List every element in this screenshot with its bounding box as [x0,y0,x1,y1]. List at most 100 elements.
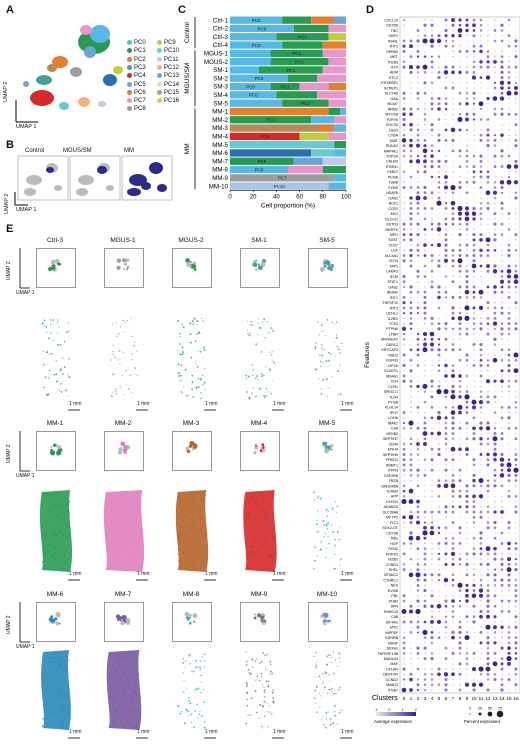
dot [473,338,475,340]
dot [436,389,442,395]
tissue-cell [340,709,343,712]
tissue-cell [326,692,329,695]
dot [409,138,413,143]
dot [410,626,412,628]
tissue-cell [193,564,195,566]
tissue-cell [42,717,44,720]
dot [485,624,491,630]
feature-label: KLHL14 [385,406,398,410]
dot [430,280,434,283]
dot [417,490,419,492]
dot [480,338,482,340]
expr-tick: 2 [415,708,417,712]
tissue-cell [263,518,265,521]
dot [423,311,427,315]
tissue-cell [252,374,254,377]
tissue-cell [326,515,328,518]
umap-point [55,444,58,446]
dot [472,154,476,158]
dot [472,60,476,64]
tissue-cell [254,690,257,693]
tissue-cell [195,666,198,669]
feature-label: ITPR3 [388,469,398,473]
dot [458,102,462,106]
dot [479,395,483,399]
bar-segment [288,165,323,174]
feature-label: IFIT3 [390,306,398,310]
feature-label: CXCR4 [386,500,398,504]
tissue-cell [65,509,68,512]
tissue-cell [272,689,275,691]
umap-point [193,267,197,271]
tissue-cell [62,518,65,520]
dot [493,625,497,630]
dot [486,552,490,556]
dot [508,239,510,241]
dot [493,343,497,346]
tissue-cell [317,510,319,512]
tissue-cell [53,679,56,681]
dot [459,611,461,612]
dot [507,228,511,231]
dot [507,243,511,247]
dot [410,527,412,529]
tissue-cell [184,535,186,537]
dot [403,663,405,665]
dot [507,646,511,650]
dot [451,474,455,477]
tissue-cell [191,516,194,519]
umap-point [323,264,327,268]
tissue-cell [185,567,187,569]
tissue-cell [180,374,182,377]
dot [452,176,454,178]
dot [472,296,476,299]
dot [459,579,461,581]
dot [514,641,518,645]
tissue-cell [116,716,118,719]
dot [500,322,504,325]
dot [501,239,503,241]
umap-point [123,262,127,266]
dot [499,457,505,462]
tissue-cell [135,527,137,529]
dot [514,379,518,383]
tissue-cell [314,689,317,692]
dot [513,352,519,358]
dot [494,92,496,94]
dot [403,590,405,591]
feature-label: IFI35 [390,275,398,279]
tissue-cell [115,659,117,661]
feature-label: TUBB [388,181,398,185]
feature-label: CCR2 [388,207,398,211]
tissue-cell [124,688,126,690]
dot [457,205,463,211]
umap-point [324,445,329,450]
dot [508,616,510,618]
tissue-cell [254,553,257,556]
dot [444,138,448,142]
tissue-cell [131,707,134,710]
dot [458,180,462,184]
dot [403,160,405,162]
dot [402,552,406,556]
dot [452,464,454,466]
tissue-cell [68,512,70,514]
dot [445,668,447,670]
dot [451,426,455,430]
dot [507,599,511,603]
dot [459,192,461,194]
tissue-cell [127,541,130,544]
dot [465,400,469,404]
feature-label: MX1 [391,212,398,216]
dot [429,331,435,337]
tissue-cell [267,555,270,557]
dot [494,24,496,26]
tissue-cell [117,359,119,361]
dot [417,459,419,461]
dot [494,657,496,660]
tissue-cell [267,540,269,542]
tissue-cell [193,568,196,571]
dot [410,77,412,79]
tissue-cell [322,520,325,522]
tissue-cell [256,675,259,678]
